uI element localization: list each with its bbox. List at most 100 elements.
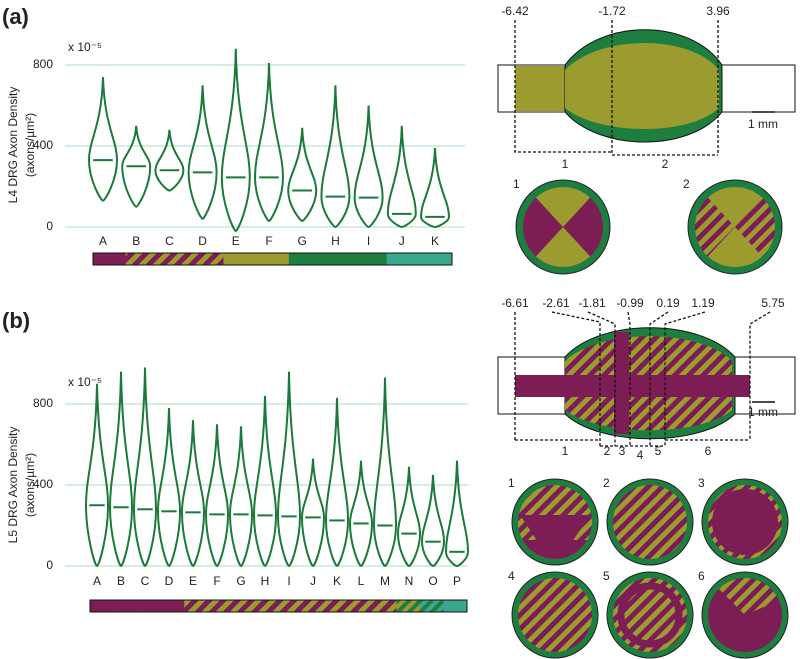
x-tick-label: L [358, 574, 365, 588]
category-color [223, 253, 257, 265]
x-tick-label: C [141, 574, 150, 588]
category-color [90, 600, 114, 612]
section-label: 2 [603, 476, 610, 490]
violin [132, 367, 158, 568]
violin [396, 466, 422, 568]
x-tick-label: N [405, 574, 414, 588]
region-label: 3 [619, 444, 626, 458]
violin [87, 77, 119, 202]
violin [420, 474, 446, 568]
position-label: -1.72 [598, 4, 626, 18]
y-tick-label: 0 [46, 219, 53, 233]
position-label: -1.81 [578, 296, 606, 310]
category-color [396, 600, 421, 612]
region-label: 1 [562, 157, 569, 171]
section-label: 4 [508, 569, 515, 583]
x-tick-label: C [165, 234, 174, 248]
category-bar-frame [92, 252, 453, 266]
category-color [278, 600, 303, 612]
y-tick-label: 800 [33, 57, 53, 71]
category-color [325, 600, 350, 612]
y-tick-label: 800 [33, 396, 53, 410]
x-tick-label: G [298, 234, 307, 248]
x-tick-label: K [333, 574, 341, 588]
category-color [125, 253, 159, 265]
region-label: 2 [662, 157, 669, 171]
violin [287, 127, 318, 222]
category-color [113, 600, 138, 612]
x-tick-label: P [453, 574, 461, 588]
position-label: -6.42 [501, 4, 529, 18]
category-color [254, 600, 279, 612]
x-tick-label: J [310, 574, 316, 588]
violin [187, 85, 218, 220]
violin [180, 420, 206, 568]
violin [204, 424, 230, 568]
x-tick-label: A [99, 234, 107, 248]
violin [252, 395, 278, 568]
y-axis-label-line: (axons/µm²) [23, 453, 37, 517]
x-tick-label: B [117, 574, 125, 588]
section-label: 2 [683, 177, 690, 191]
x-tick-label: I [367, 234, 370, 248]
x-tick-label: J [399, 234, 405, 248]
category-color [372, 600, 397, 612]
y-axis-label-line: (axons/µm²) [23, 113, 37, 177]
x-tick-label: H [331, 234, 340, 248]
y-tick-label: 0 [46, 558, 53, 572]
y-axis-label: L5 DRG Axon Density (axons/µm²) [6, 427, 37, 544]
x-tick-label: B [132, 234, 140, 248]
category-color [321, 253, 355, 265]
category-color [386, 253, 420, 265]
panel-label: (b) [2, 308, 30, 333]
section-label: 1 [508, 476, 515, 490]
x-tick-label: D [198, 234, 207, 248]
category-color [93, 253, 126, 265]
position-label: 3.96 [706, 4, 730, 18]
x-tick-label: I [287, 574, 290, 588]
y-tick-label: 400 [33, 477, 53, 491]
region-label: 4 [637, 448, 644, 462]
category-color [288, 253, 322, 265]
scale-bar-label: 1 mm [748, 405, 778, 419]
position-label: -2.61 [542, 296, 570, 310]
x-tick-label: A [93, 574, 101, 588]
y-axis-label-line: L5 DRG Axon Density [6, 427, 20, 544]
x-tick-label: M [380, 574, 390, 588]
violin [320, 85, 351, 229]
y-axis-label: L4 DRG Axon Density (axons/µm²) [6, 87, 37, 204]
scale-label: x 10⁻⁵ [68, 375, 102, 389]
violin [444, 460, 470, 568]
violin [156, 408, 182, 568]
x-tick-label: D [165, 574, 174, 588]
scale-bar-label: 1 mm [748, 117, 778, 131]
region-label: 6 [705, 444, 712, 458]
x-tick-label: E [232, 234, 240, 248]
category-color [137, 600, 161, 612]
position-label: 0.19 [656, 296, 680, 310]
x-tick-label: E [189, 574, 197, 588]
x-tick-label: F [213, 574, 220, 588]
violin [372, 377, 398, 568]
nerve-diagram-a: -6.42 -1.72 3.96 1 mm 1 2 1 2 [497, 4, 796, 275]
violin [300, 458, 326, 568]
violin [419, 147, 451, 229]
region-label: 5 [655, 444, 662, 458]
category-color [184, 600, 209, 612]
category-color [419, 600, 444, 612]
y-axis-label-line: L4 DRG Axon Density [6, 87, 20, 204]
region-label: 2 [604, 444, 611, 458]
category-color [231, 600, 256, 612]
position-label: 5.75 [761, 296, 785, 310]
scale-label: x 10⁻⁵ [68, 40, 102, 54]
position-label: 1.19 [691, 296, 715, 310]
violin [84, 383, 110, 568]
section-label: 6 [698, 569, 705, 583]
position-label: -6.61 [501, 296, 529, 310]
x-tick-label: G [236, 574, 245, 588]
violin [386, 125, 417, 229]
category-color [349, 600, 374, 612]
category-color [354, 253, 388, 265]
